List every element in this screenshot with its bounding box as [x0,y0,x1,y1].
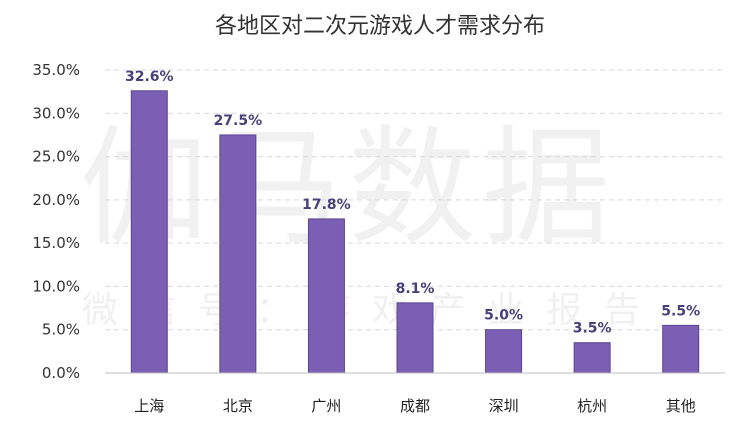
x-tick-label: 广州 [311,397,341,415]
watermark-sub-text: 微信号：游戏产业报告 [82,290,662,331]
data-label: 32.6% [125,69,174,85]
watermark-main-text: 伽马数据 [80,114,616,263]
bar [307,218,345,374]
data-labels: 32.6% 27.5% 17.8% 8.1% 5.0% 3.5% 5.5% [125,69,700,337]
y-tick-label: 15.0% [32,234,80,252]
x-axis-ticks: 上海 北京 广州 成都 深圳 杭州 其他 [134,397,695,415]
gridlines [105,69,725,331]
data-label: 5.0% [484,308,523,324]
y-tick-label: 35.0% [32,61,80,79]
data-label: 27.5% [214,113,263,129]
y-tick-label: 20.0% [32,191,80,209]
bar [130,90,168,374]
bar [219,134,257,374]
x-tick-label: 深圳 [489,397,519,415]
bars [130,90,700,374]
data-label: 5.5% [661,303,700,319]
data-label: 3.5% [573,321,612,337]
chart-title: 各地区对二次元游戏人才需求分布 [215,14,545,39]
y-tick-label: 30.0% [32,104,80,122]
bar [662,324,700,374]
bar [573,342,611,374]
y-axis-ticks: 0.0% 5.0% 10.0% 15.0% 20.0% 25.0% 30.0% 35.0% [32,61,80,382]
x-tick-label: 上海 [134,397,164,415]
x-tick-label: 成都 [400,397,430,415]
y-tick-label: 0.0% [42,364,80,382]
bar [396,302,434,374]
y-tick-label: 10.0% [32,277,80,295]
y-tick-label: 5.0% [42,321,80,339]
bar [485,329,523,374]
x-tick-label: 北京 [223,397,253,415]
watermark: 伽马数据 微信号：游戏产业报告 [80,114,662,331]
data-label: 8.1% [396,281,435,297]
x-tick-label: 其他 [666,397,696,415]
y-tick-label: 25.0% [32,148,80,166]
x-tick-label: 杭州 [577,397,607,415]
data-label: 17.8% [302,197,351,213]
